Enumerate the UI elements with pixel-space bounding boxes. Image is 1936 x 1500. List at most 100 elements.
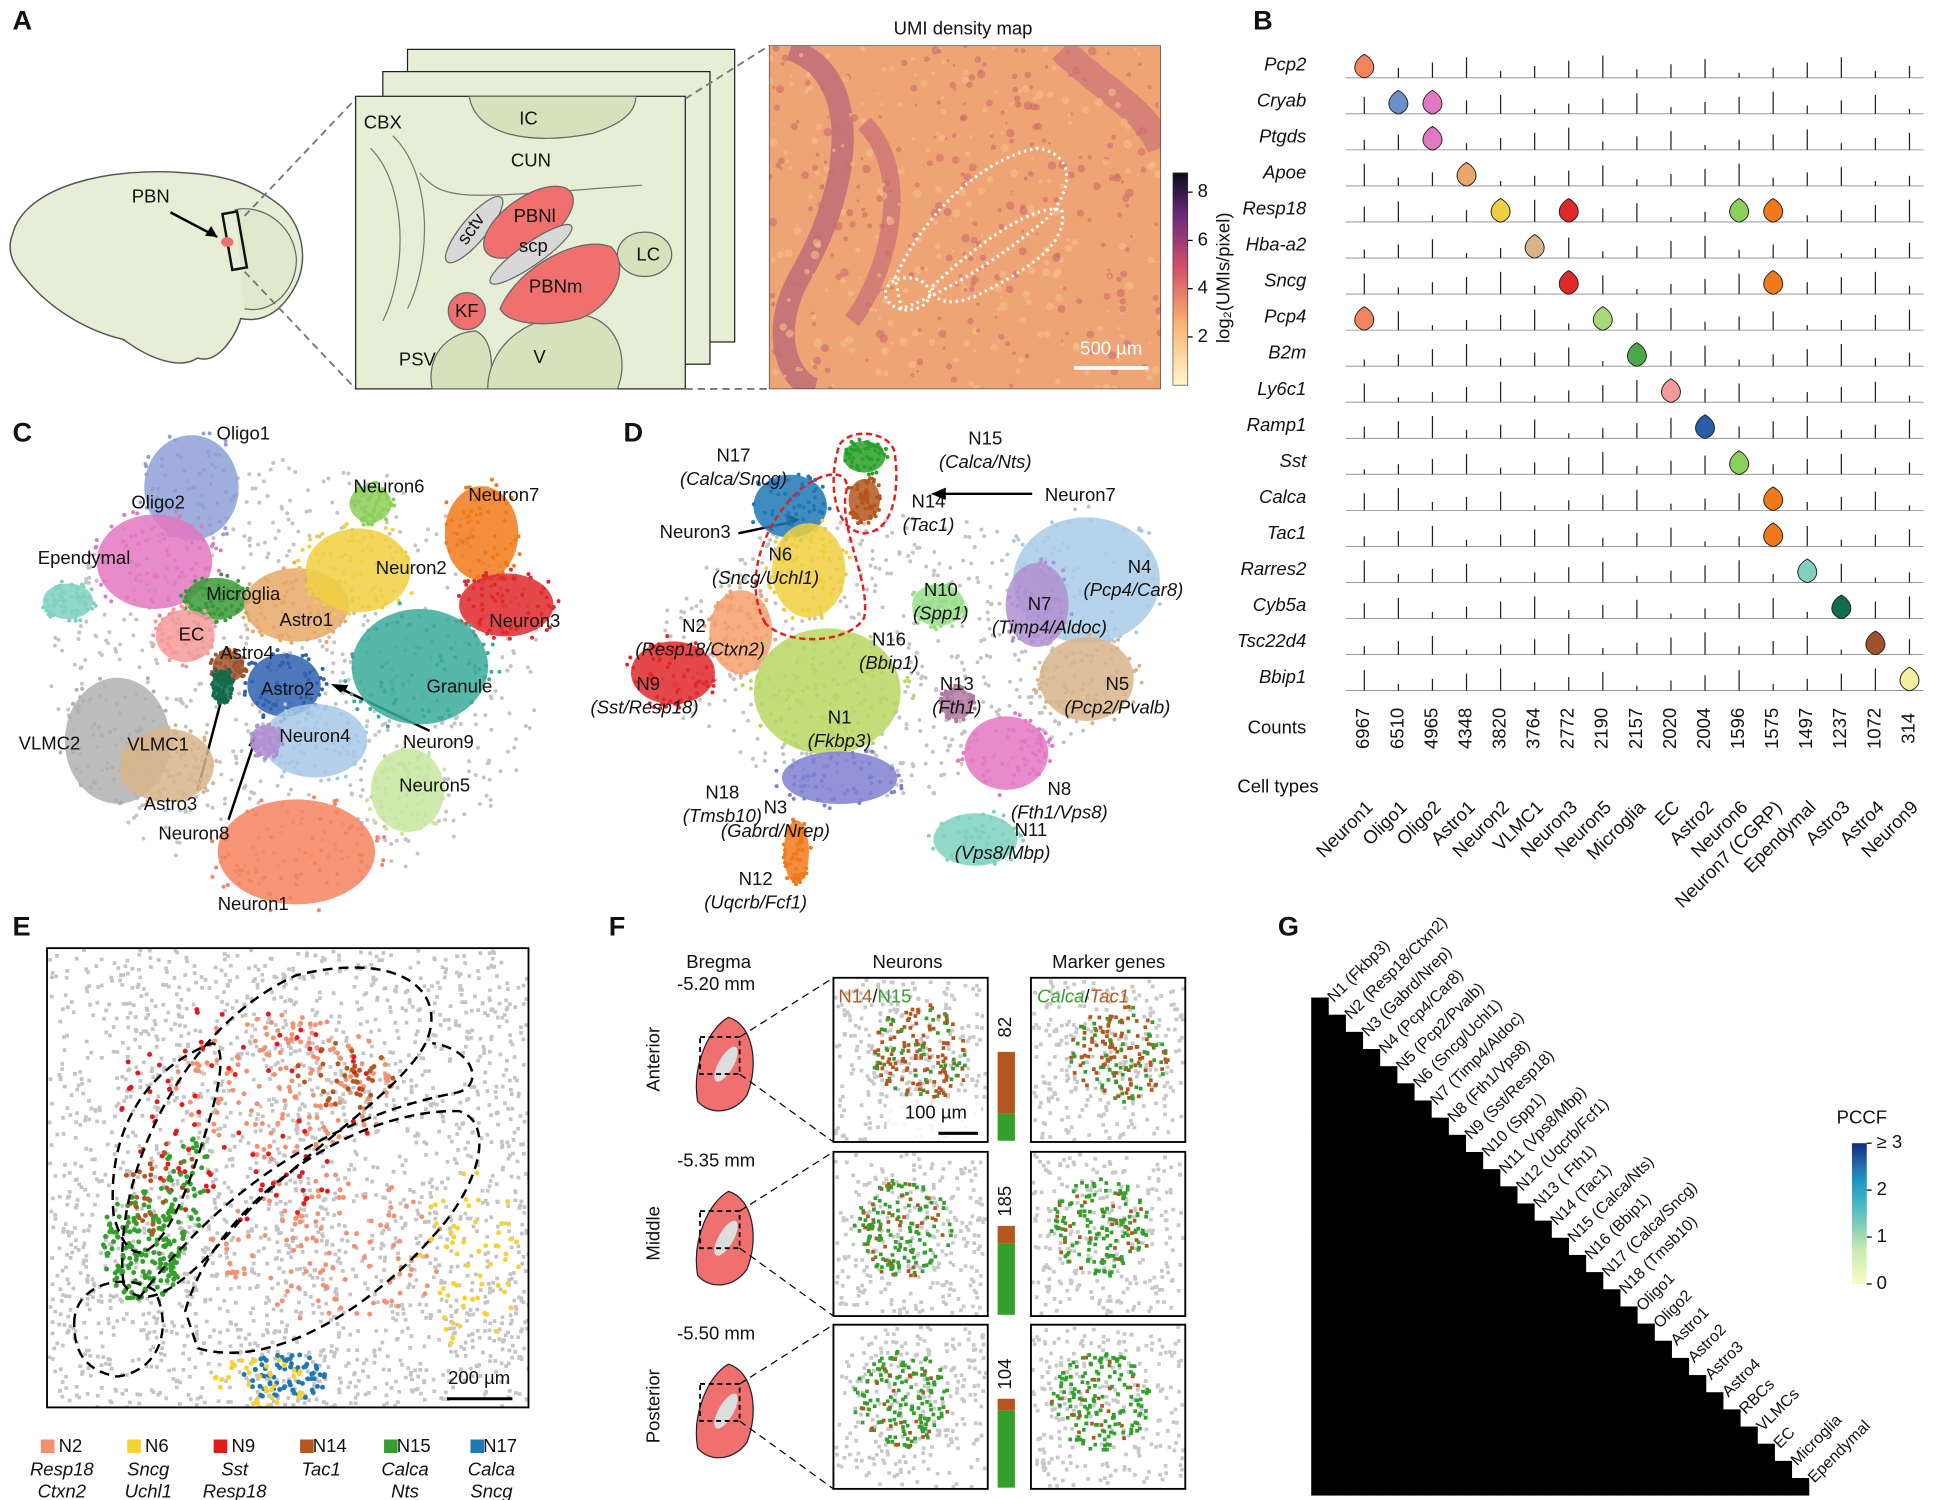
texture xyxy=(781,54,789,62)
dot xyxy=(277,633,282,638)
texture xyxy=(821,183,825,188)
dot xyxy=(291,1367,297,1373)
cell xyxy=(432,1224,437,1229)
dot xyxy=(203,566,208,571)
texture xyxy=(1137,174,1140,177)
cell xyxy=(159,1056,164,1061)
cell xyxy=(476,1058,480,1063)
dot xyxy=(327,611,332,615)
dot xyxy=(129,1244,135,1249)
cell xyxy=(199,1095,204,1099)
cell xyxy=(371,981,376,986)
cell xyxy=(99,957,104,962)
cell xyxy=(302,1208,306,1212)
cell xyxy=(298,1287,302,1292)
dot xyxy=(146,1204,152,1210)
cell xyxy=(305,1369,310,1374)
cell xyxy=(448,1004,453,1009)
dot xyxy=(308,508,312,513)
cell xyxy=(393,1061,398,1066)
dot xyxy=(287,1356,293,1362)
cell xyxy=(126,1054,130,1059)
cell xyxy=(218,1306,222,1311)
dot xyxy=(343,619,348,624)
dot xyxy=(252,1121,258,1127)
cell xyxy=(382,1268,386,1272)
dot xyxy=(254,1143,260,1149)
dot xyxy=(76,609,81,614)
cell xyxy=(332,1050,337,1055)
cell xyxy=(203,977,208,982)
cell xyxy=(58,1389,62,1393)
dot xyxy=(189,523,194,528)
cell xyxy=(416,1374,420,1379)
cell xyxy=(442,1018,447,1022)
texture xyxy=(910,373,915,377)
cell xyxy=(266,1207,271,1211)
violin xyxy=(1354,53,1375,79)
cell xyxy=(283,982,288,987)
cell xyxy=(317,990,322,995)
cell xyxy=(501,1073,506,1078)
texture xyxy=(817,201,825,209)
dot xyxy=(533,637,538,642)
dot xyxy=(217,760,222,765)
dot xyxy=(284,1237,290,1243)
dot xyxy=(134,1253,140,1259)
texture xyxy=(1066,238,1070,242)
dot xyxy=(81,593,86,598)
cell xyxy=(179,997,184,1002)
texture xyxy=(914,103,918,107)
texture xyxy=(825,54,830,59)
cell xyxy=(379,1241,384,1246)
dot xyxy=(347,1090,353,1096)
cell xyxy=(453,1023,458,1027)
cell xyxy=(410,1004,415,1009)
dot xyxy=(342,1073,348,1079)
dot xyxy=(373,611,378,616)
cell xyxy=(283,1279,288,1283)
cell xyxy=(223,1201,227,1206)
cell xyxy=(478,951,483,955)
dot xyxy=(461,1239,467,1245)
cell xyxy=(284,1182,289,1186)
cell xyxy=(140,1274,144,1278)
cell xyxy=(253,977,257,982)
cell xyxy=(172,1323,176,1328)
cell xyxy=(282,985,286,989)
texture xyxy=(970,281,976,287)
dot xyxy=(274,1400,280,1406)
cluster xyxy=(96,514,213,609)
dot xyxy=(264,1388,270,1394)
dot xyxy=(508,1236,514,1242)
cell xyxy=(310,1360,315,1364)
dot xyxy=(326,1096,332,1102)
cell xyxy=(362,992,367,997)
cell xyxy=(526,1367,529,1371)
cell xyxy=(65,969,70,973)
dot xyxy=(137,665,142,670)
umap-c xyxy=(41,431,561,913)
cell xyxy=(426,1037,431,1042)
dot xyxy=(315,1298,321,1304)
cell xyxy=(447,1379,451,1383)
dot xyxy=(252,1038,258,1044)
cell xyxy=(84,1039,89,1044)
cell xyxy=(80,1081,85,1086)
cell xyxy=(393,1020,398,1025)
cell xyxy=(443,970,448,975)
dot xyxy=(308,1376,314,1382)
dot xyxy=(160,632,165,636)
cell xyxy=(370,1179,374,1184)
cell xyxy=(382,1403,386,1408)
dot xyxy=(128,612,133,617)
dot xyxy=(396,598,401,603)
cell xyxy=(83,1118,87,1123)
dot xyxy=(214,546,219,551)
dot xyxy=(226,1374,232,1380)
dot xyxy=(366,1076,372,1081)
texture xyxy=(996,306,1002,312)
cell xyxy=(505,1058,509,1063)
texture xyxy=(1108,351,1117,360)
dot xyxy=(358,794,363,799)
